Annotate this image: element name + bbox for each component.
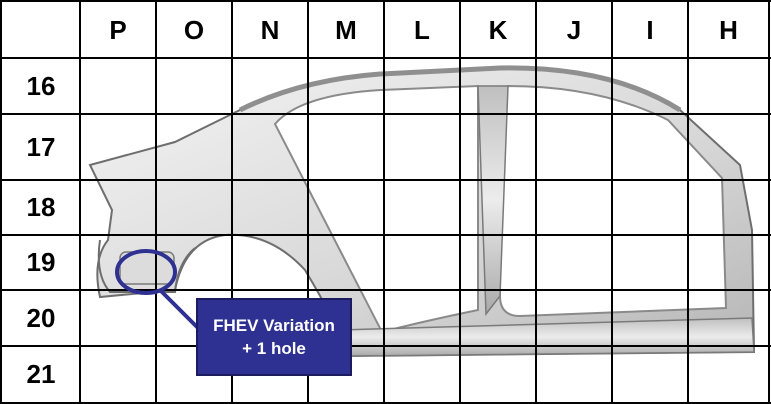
callout-line-2: + 1 hole [242,339,306,358]
fhev-variation-callout: FHEV Variation + 1 hole [196,298,352,376]
column-header-n: N [260,14,280,45]
callout-line-1: FHEV Variation [213,316,335,335]
roof-rail [238,65,682,113]
column-header-k: K [488,14,508,45]
b-pillar [477,85,509,317]
column-header-p: P [109,14,127,45]
rear-door-opening [273,84,479,334]
row-header-16: 16 [26,70,56,101]
column-header-j: J [566,14,582,45]
row-header-21: 21 [26,359,56,389]
row-header-18: 18 [26,192,56,222]
callout-leader [158,288,202,332]
column-header-l: L [414,14,430,45]
column-header-h: H [719,14,738,45]
column-header-i: I [646,14,654,45]
column-header-m: M [335,14,357,45]
body-side-panel [88,65,756,358]
row-header-17: 17 [26,131,56,162]
row-header-20: 20 [26,302,56,333]
highlight-ring [115,249,177,295]
row-header-19: 19 [26,247,56,277]
column-header-o: O [183,14,205,45]
